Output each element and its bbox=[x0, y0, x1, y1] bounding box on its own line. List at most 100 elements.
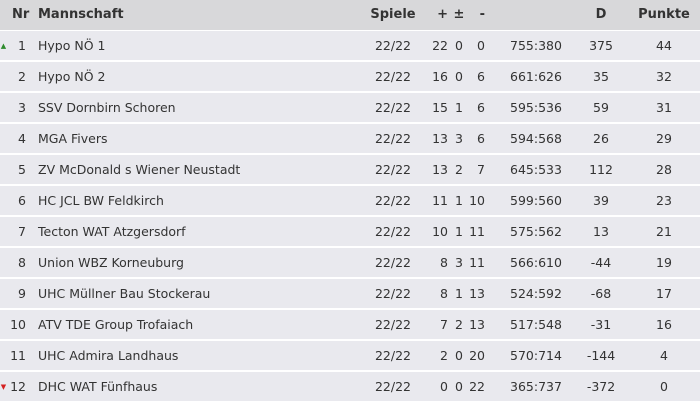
table-row[interactable]: 11 UHC Admira Landhaus 22/22 2 0 20 570:714 -14… bbox=[0, 341, 700, 370]
games: 22/22 bbox=[374, 131, 412, 146]
games: 22/22 bbox=[374, 348, 412, 363]
header-diff[interactable]: D bbox=[595, 7, 607, 22]
draws: 2 bbox=[455, 317, 463, 332]
draws: 2 bbox=[455, 162, 463, 177]
wins: 0 bbox=[440, 379, 448, 394]
goal-difference: 59 bbox=[593, 100, 609, 115]
rank: 5 bbox=[18, 162, 26, 177]
goal-difference: -372 bbox=[586, 379, 616, 394]
header-nr[interactable]: Nr bbox=[12, 7, 30, 22]
table-header: Nr Mannschaft Spiele + ± - D Punkte bbox=[0, 0, 700, 30]
table-row[interactable]: 9 UHC Müllner Bau Stockerau 22/22 8 1 13 524:5… bbox=[0, 279, 700, 308]
draws: 0 bbox=[455, 348, 463, 363]
draws: 1 bbox=[455, 193, 463, 208]
losses: 13 bbox=[469, 286, 485, 301]
draws: 1 bbox=[455, 224, 463, 239]
table-row[interactable]: 2 Hypo NÖ 2 22/22 16 0 6 661:626 35 32 bbox=[0, 62, 700, 91]
games: 22/22 bbox=[374, 255, 412, 270]
rank: 8 bbox=[18, 255, 26, 270]
team-name[interactable]: ATV TDE Group Trofaiach bbox=[38, 317, 194, 332]
rank: 2 bbox=[18, 69, 26, 84]
rank: 4 bbox=[18, 131, 26, 146]
goals: 594:568 bbox=[510, 131, 562, 146]
points: 17 bbox=[656, 286, 672, 301]
wins: 15 bbox=[432, 100, 448, 115]
table-row[interactable]: ▲ 1 Hypo NÖ 1 22/22 22 0 0 755:380 375 44 bbox=[0, 31, 700, 60]
losses: 13 bbox=[469, 317, 485, 332]
table-row[interactable]: 3 SSV Dornbirn Schoren 22/22 15 1 6 595:536 59 3… bbox=[0, 93, 700, 122]
table-row[interactable]: 10 ATV TDE Group Trofaiach 22/22 7 2 13 517:54… bbox=[0, 310, 700, 339]
draws: 1 bbox=[455, 100, 463, 115]
header-team[interactable]: Mannschaft bbox=[38, 7, 124, 22]
games: 22/22 bbox=[374, 286, 412, 301]
team-name[interactable]: Hypo NÖ 2 bbox=[38, 69, 106, 84]
points: 4 bbox=[660, 348, 668, 363]
losses: 7 bbox=[477, 162, 485, 177]
goals: 566:610 bbox=[510, 255, 562, 270]
table-row[interactable]: 8 Union WBZ Korneuburg 22/22 8 3 11 566:610 -44… bbox=[0, 248, 700, 277]
team-name[interactable]: SSV Dornbirn Schoren bbox=[38, 100, 176, 115]
rank: 11 bbox=[10, 348, 26, 363]
goal-difference: -68 bbox=[590, 286, 612, 301]
losses: 6 bbox=[477, 69, 485, 84]
games: 22/22 bbox=[374, 38, 412, 53]
draws: 3 bbox=[455, 131, 463, 146]
games: 22/22 bbox=[374, 69, 412, 84]
rank: 10 bbox=[10, 317, 26, 332]
wins: 11 bbox=[432, 193, 448, 208]
team-name[interactable]: Tecton WAT Atzgersdorf bbox=[38, 224, 186, 239]
arrow-up-icon: ▲ bbox=[0, 42, 7, 50]
draws: 0 bbox=[455, 38, 463, 53]
losses: 22 bbox=[469, 379, 485, 394]
team-name[interactable]: UHC Müllner Bau Stockerau bbox=[38, 286, 211, 301]
goals: 661:626 bbox=[510, 69, 562, 84]
header-draws[interactable]: ± bbox=[453, 7, 465, 22]
rank: 12 bbox=[10, 379, 26, 394]
points: 16 bbox=[656, 317, 672, 332]
goal-difference: 35 bbox=[593, 69, 609, 84]
wins: 7 bbox=[440, 317, 448, 332]
goals: 595:536 bbox=[510, 100, 562, 115]
goals: 575:562 bbox=[510, 224, 562, 239]
team-name[interactable]: HC JCL BW Feldkirch bbox=[38, 193, 164, 208]
table-row[interactable]: 4 MGA Fivers 22/22 13 3 6 594:568 26 29 bbox=[0, 124, 700, 153]
rank: 6 bbox=[18, 193, 26, 208]
table-row[interactable]: 7 Tecton WAT Atzgersdorf 22/22 10 1 11 575:562… bbox=[0, 217, 700, 246]
team-name[interactable]: UHC Admira Landhaus bbox=[38, 348, 179, 363]
goal-difference: 375 bbox=[589, 38, 613, 53]
goals: 570:714 bbox=[510, 348, 562, 363]
draws: 3 bbox=[455, 255, 463, 270]
draws: 0 bbox=[455, 379, 463, 394]
games: 22/22 bbox=[374, 193, 412, 208]
wins: 22 bbox=[432, 38, 448, 53]
goals: 517:548 bbox=[510, 317, 562, 332]
goal-difference: 112 bbox=[589, 162, 613, 177]
team-name[interactable]: DHC WAT Fünfhaus bbox=[38, 379, 158, 394]
wins: 13 bbox=[432, 162, 448, 177]
wins: 2 bbox=[440, 348, 448, 363]
header-wins[interactable]: + bbox=[437, 7, 448, 22]
points: 31 bbox=[656, 100, 672, 115]
games: 22/22 bbox=[374, 224, 412, 239]
header-points[interactable]: Punkte bbox=[638, 7, 690, 22]
table-row[interactable]: 5 ZV McDonald s Wiener Neustadt 22/22 13 2 7 6… bbox=[0, 155, 700, 184]
goals: 599:560 bbox=[510, 193, 562, 208]
points: 0 bbox=[660, 379, 668, 394]
header-losses[interactable]: - bbox=[479, 7, 485, 22]
goal-difference: 13 bbox=[593, 224, 609, 239]
draws: 0 bbox=[455, 69, 463, 84]
wins: 8 bbox=[440, 286, 448, 301]
table-row[interactable]: ▼ 12 DHC WAT Fünfhaus 22/22 0 0 22 365:737 -372 0 bbox=[0, 372, 700, 401]
games: 22/22 bbox=[374, 379, 412, 394]
table-row[interactable]: 6 HC JCL BW Feldkirch 22/22 11 1 10 599:560 39 2… bbox=[0, 186, 700, 215]
points: 29 bbox=[656, 131, 672, 146]
losses: 11 bbox=[469, 255, 485, 270]
team-name[interactable]: ZV McDonald s Wiener Neustadt bbox=[38, 162, 241, 177]
team-name[interactable]: Hypo NÖ 1 bbox=[38, 38, 106, 53]
team-name[interactable]: Union WBZ Korneuburg bbox=[38, 255, 184, 270]
team-name[interactable]: MGA Fivers bbox=[38, 131, 108, 146]
points: 19 bbox=[656, 255, 672, 270]
goal-difference: -31 bbox=[590, 317, 612, 332]
header-games[interactable]: Spiele bbox=[370, 7, 416, 22]
